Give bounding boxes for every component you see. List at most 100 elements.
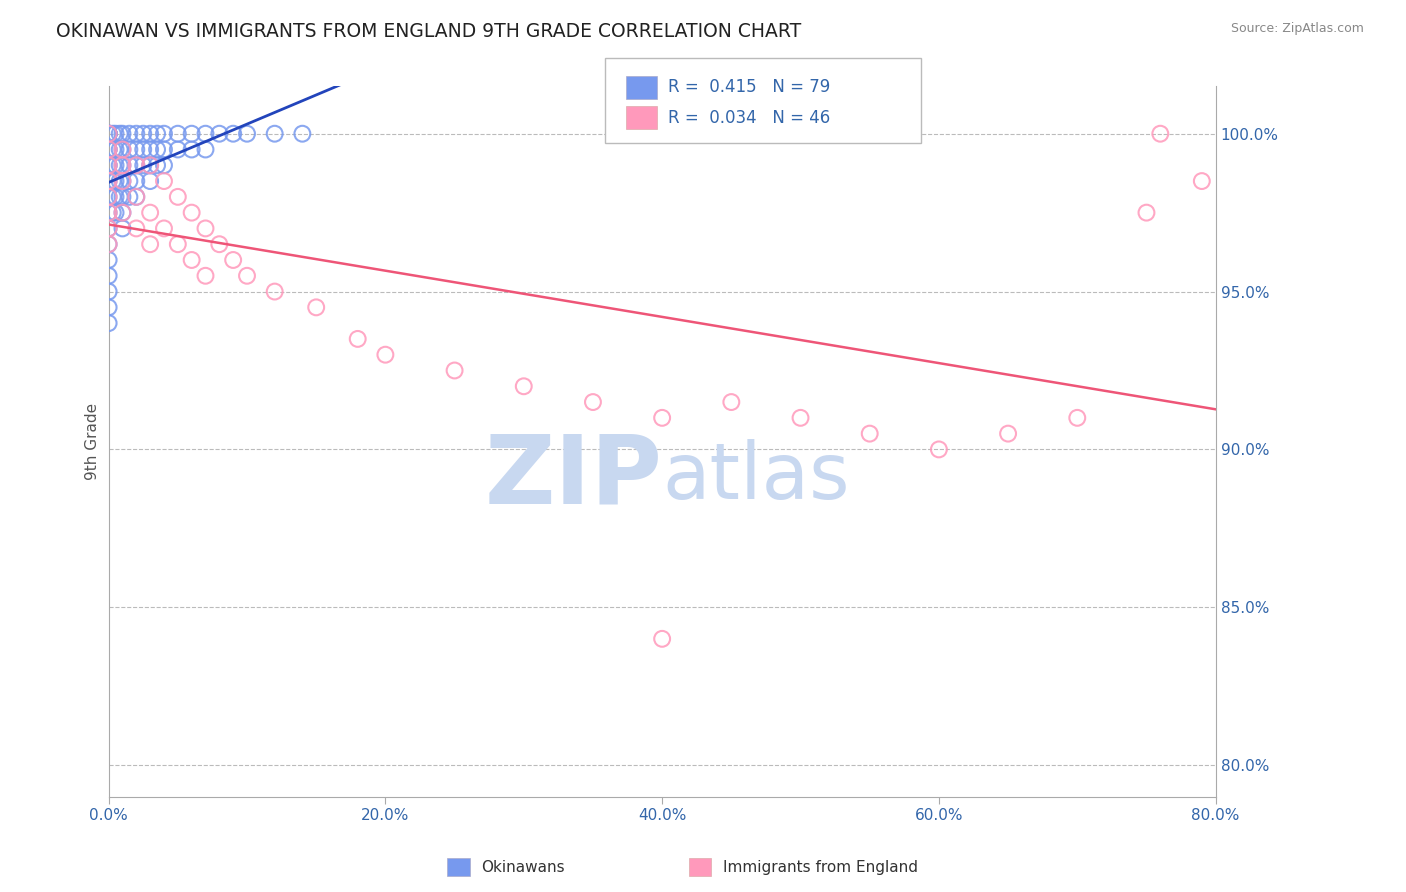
Point — [97, 158, 120, 172]
Point — [97, 221, 120, 235]
Point — [97, 174, 120, 188]
Point — [97, 143, 120, 157]
Point — [97, 316, 120, 330]
Point — [582, 395, 605, 409]
Point — [194, 268, 217, 283]
Text: atlas: atlas — [662, 439, 849, 515]
Point — [97, 127, 120, 141]
Point — [651, 410, 673, 425]
Point — [125, 158, 148, 172]
Point — [97, 190, 120, 204]
Point — [125, 221, 148, 235]
Point — [111, 158, 134, 172]
Point — [97, 174, 120, 188]
Point — [97, 143, 120, 157]
Point — [194, 143, 217, 157]
Point — [101, 143, 124, 157]
Point — [108, 143, 131, 157]
Point — [111, 143, 134, 157]
Point — [263, 127, 285, 141]
Point — [166, 237, 188, 252]
Point — [139, 158, 162, 172]
Point — [139, 174, 162, 188]
Point — [513, 379, 536, 393]
Point — [97, 127, 120, 141]
Point — [291, 127, 314, 141]
Point — [111, 205, 134, 219]
Point — [97, 237, 120, 252]
Point — [97, 252, 120, 267]
Point — [263, 285, 285, 299]
Point — [104, 174, 127, 188]
Point — [236, 127, 259, 141]
Point — [153, 158, 176, 172]
Point — [104, 158, 127, 172]
Point — [97, 143, 120, 157]
Text: Okinawans: Okinawans — [481, 860, 564, 874]
Point — [153, 221, 176, 235]
Point — [180, 205, 202, 219]
Point — [166, 127, 188, 141]
Point — [125, 143, 148, 157]
Point — [139, 127, 162, 141]
Point — [101, 158, 124, 172]
Point — [97, 237, 120, 252]
Text: R =  0.415   N = 79: R = 0.415 N = 79 — [668, 78, 830, 96]
Point — [997, 426, 1019, 441]
Point — [166, 143, 188, 157]
Point — [180, 143, 202, 157]
Point — [153, 174, 176, 188]
Point — [139, 158, 162, 172]
Point — [118, 174, 141, 188]
Point — [222, 252, 245, 267]
Point — [97, 205, 120, 219]
Point — [97, 285, 120, 299]
Point — [111, 221, 134, 235]
Point — [125, 190, 148, 204]
Point — [125, 158, 148, 172]
Point — [97, 127, 120, 141]
Text: Source: ZipAtlas.com: Source: ZipAtlas.com — [1230, 22, 1364, 36]
Point — [111, 143, 134, 157]
Point — [146, 143, 169, 157]
Point — [153, 127, 176, 141]
Point — [111, 174, 134, 188]
Point — [208, 237, 231, 252]
Point — [118, 143, 141, 157]
Point — [194, 221, 217, 235]
Point — [101, 205, 124, 219]
Point — [1149, 127, 1171, 141]
Point — [1066, 410, 1088, 425]
Point — [97, 221, 120, 235]
Point — [146, 127, 169, 141]
Point — [125, 174, 148, 188]
Point — [1191, 174, 1213, 188]
Point — [104, 205, 127, 219]
Point — [194, 127, 217, 141]
Point — [928, 442, 950, 457]
Point — [111, 158, 134, 172]
Point — [97, 158, 120, 172]
Point — [118, 127, 141, 141]
Y-axis label: 9th Grade: 9th Grade — [86, 403, 100, 480]
Point — [208, 127, 231, 141]
Point — [104, 190, 127, 204]
Point — [789, 410, 811, 425]
Point — [108, 174, 131, 188]
Point — [139, 143, 162, 157]
Point — [139, 237, 162, 252]
Point — [118, 158, 141, 172]
Point — [118, 190, 141, 204]
Point — [97, 127, 120, 141]
Point — [111, 174, 134, 188]
Point — [651, 632, 673, 646]
Point — [111, 127, 134, 141]
Text: R =  0.034   N = 46: R = 0.034 N = 46 — [668, 109, 830, 127]
Legend:  — [1198, 94, 1209, 104]
Point — [97, 190, 120, 204]
Point — [108, 158, 131, 172]
Point — [111, 190, 134, 204]
Point — [139, 205, 162, 219]
Point — [146, 158, 169, 172]
Point — [108, 127, 131, 141]
